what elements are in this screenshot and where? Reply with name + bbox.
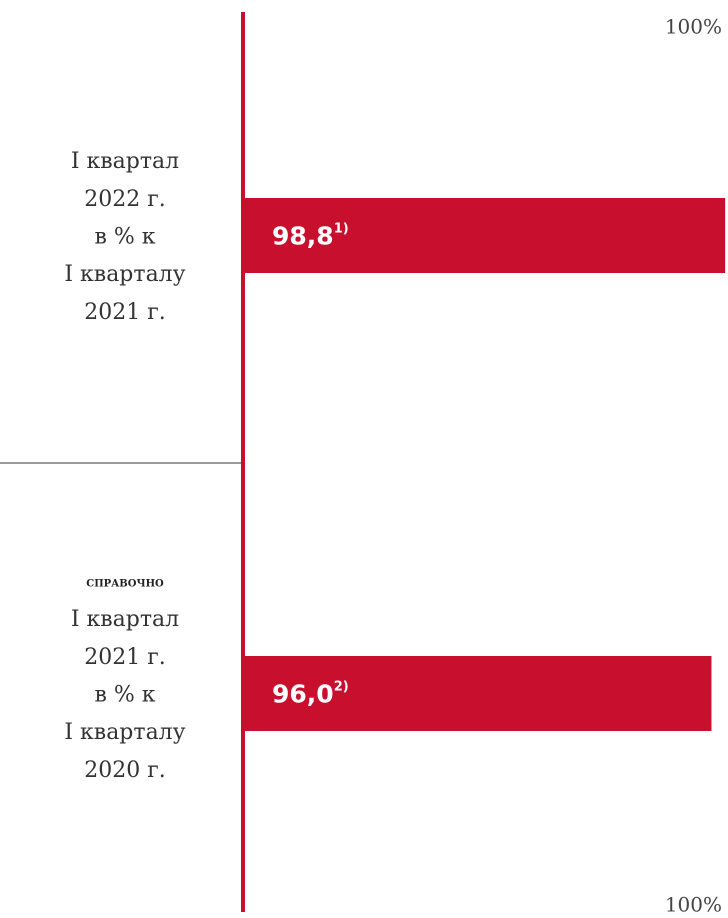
category-label: I кварталу bbox=[64, 720, 185, 745]
category-label: 2022 г. bbox=[84, 187, 166, 212]
category-note: СПРАВОЧНО bbox=[86, 579, 164, 590]
category-label: I кварталу bbox=[64, 262, 185, 287]
value-label: 96,02) bbox=[272, 679, 349, 709]
footnote-mark: 1) bbox=[334, 221, 349, 236]
footnote-mark: 2) bbox=[334, 679, 349, 694]
category-label: 2021 г. bbox=[84, 645, 166, 670]
value-text: 98,8 bbox=[272, 222, 334, 251]
category-label: в % к bbox=[94, 225, 155, 250]
category-label: 2021 г. bbox=[84, 300, 166, 325]
value-text: 96,0 bbox=[272, 680, 334, 709]
category-label: I квартал bbox=[71, 149, 179, 174]
bar bbox=[243, 198, 726, 273]
category-label: в % к bbox=[94, 683, 155, 708]
x-tick-label: 100% bbox=[665, 893, 722, 917]
value-label: 98,81) bbox=[272, 221, 349, 251]
bar bbox=[243, 656, 712, 731]
x-tick-label: 100% bbox=[665, 15, 722, 39]
category-label: 2020 г. bbox=[84, 758, 166, 783]
category-label: I квартал bbox=[71, 607, 179, 632]
